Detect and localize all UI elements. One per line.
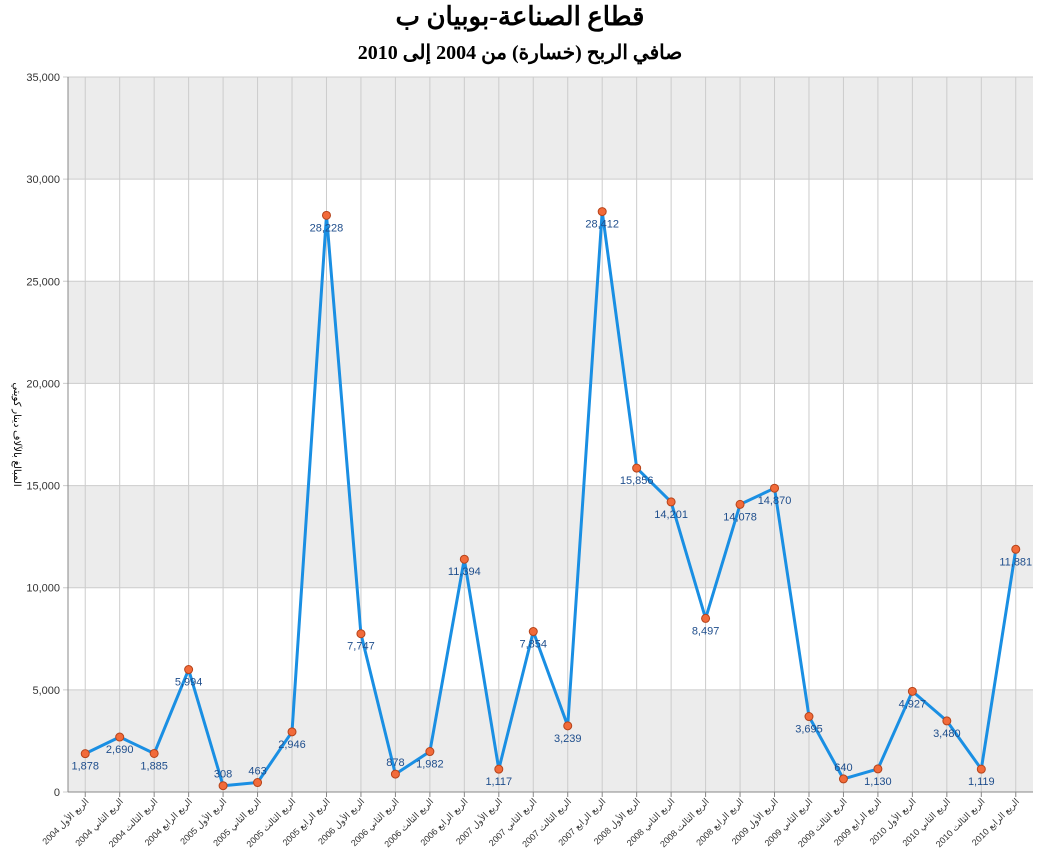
data-point — [218, 781, 228, 791]
data-label: 3,239 — [554, 733, 582, 745]
series-line — [84, 210, 1018, 788]
data-point — [80, 749, 90, 759]
data-label: 878 — [386, 757, 404, 769]
data-point — [253, 778, 263, 788]
chart-subtitle: صافي الربح (خسارة) من 2004 إلى 2010 — [357, 42, 683, 64]
y-tick-label: 0 — [54, 787, 60, 799]
data-point — [976, 764, 986, 774]
data-point — [528, 627, 538, 637]
data-point — [873, 764, 883, 774]
data-label: 8,497 — [692, 625, 720, 637]
data-label: 14,078 — [723, 511, 757, 523]
data-label: 15,856 — [620, 475, 654, 487]
data-label: 2,946 — [278, 739, 306, 751]
grid-band — [68, 689, 1033, 792]
data-point — [115, 732, 125, 742]
data-label: 2,690 — [106, 744, 134, 756]
data-point — [149, 748, 159, 758]
data-point — [701, 613, 711, 623]
data-point — [907, 686, 917, 696]
y-tick-label: 20,000 — [26, 378, 60, 390]
data-label: 3,695 — [795, 724, 823, 736]
data-label: 1,885 — [140, 760, 168, 772]
data-point — [425, 747, 435, 757]
data-label: 28,412 — [585, 219, 619, 231]
data-point — [597, 207, 607, 217]
data-label: 1,878 — [71, 761, 99, 773]
y-tick-label: 30,000 — [26, 174, 60, 186]
data-point — [563, 721, 573, 731]
data-label: 1,982 — [416, 759, 444, 771]
data-label: 3,480 — [933, 728, 961, 740]
data-point — [356, 629, 366, 639]
data-label: 640 — [834, 762, 852, 774]
data-label: 463 — [248, 766, 266, 778]
data-point — [184, 665, 194, 675]
data-point — [942, 716, 952, 726]
y-tick-label: 10,000 — [26, 583, 60, 595]
data-point — [287, 727, 297, 737]
y-tick-label: 35,000 — [26, 72, 60, 84]
data-point — [770, 483, 780, 493]
data-point — [459, 554, 469, 564]
data-label: 1,119 — [968, 776, 995, 788]
data-label: 1,130 — [864, 776, 892, 788]
data-label: 5,994 — [175, 677, 203, 689]
grid-band — [68, 281, 1033, 384]
data-point — [390, 769, 400, 779]
grid-band — [68, 485, 1033, 588]
data-label: 28,228 — [310, 222, 344, 234]
y-tick-label: 25,000 — [26, 276, 60, 288]
data-point — [494, 764, 504, 774]
data-point — [1011, 544, 1021, 554]
data-label: 308 — [214, 769, 232, 781]
y-tick-label: 15,000 — [26, 481, 60, 493]
data-label: 4,927 — [899, 698, 927, 710]
data-label: 7,854 — [520, 639, 548, 651]
data-label: 14,870 — [758, 495, 792, 507]
data-label: 1,117 — [485, 776, 512, 788]
data-label: 14,201 — [654, 509, 688, 521]
data-point — [838, 774, 848, 784]
data-point — [804, 712, 814, 722]
chart-title: قطاع الصناعة-بوبيان ب — [395, 2, 645, 31]
data-label: 11,881 — [999, 556, 1032, 568]
data-point — [735, 499, 745, 509]
data-point — [666, 497, 676, 507]
data-label: 7,747 — [347, 641, 375, 653]
data-label: 11,394 — [448, 566, 481, 578]
y-axis-label: المبالغ بالآلاف دينار كويتي — [11, 382, 23, 486]
data-point — [632, 463, 642, 473]
y-tick-label: 5,000 — [32, 685, 60, 697]
data-point — [321, 210, 331, 220]
grid-band — [68, 77, 1033, 180]
